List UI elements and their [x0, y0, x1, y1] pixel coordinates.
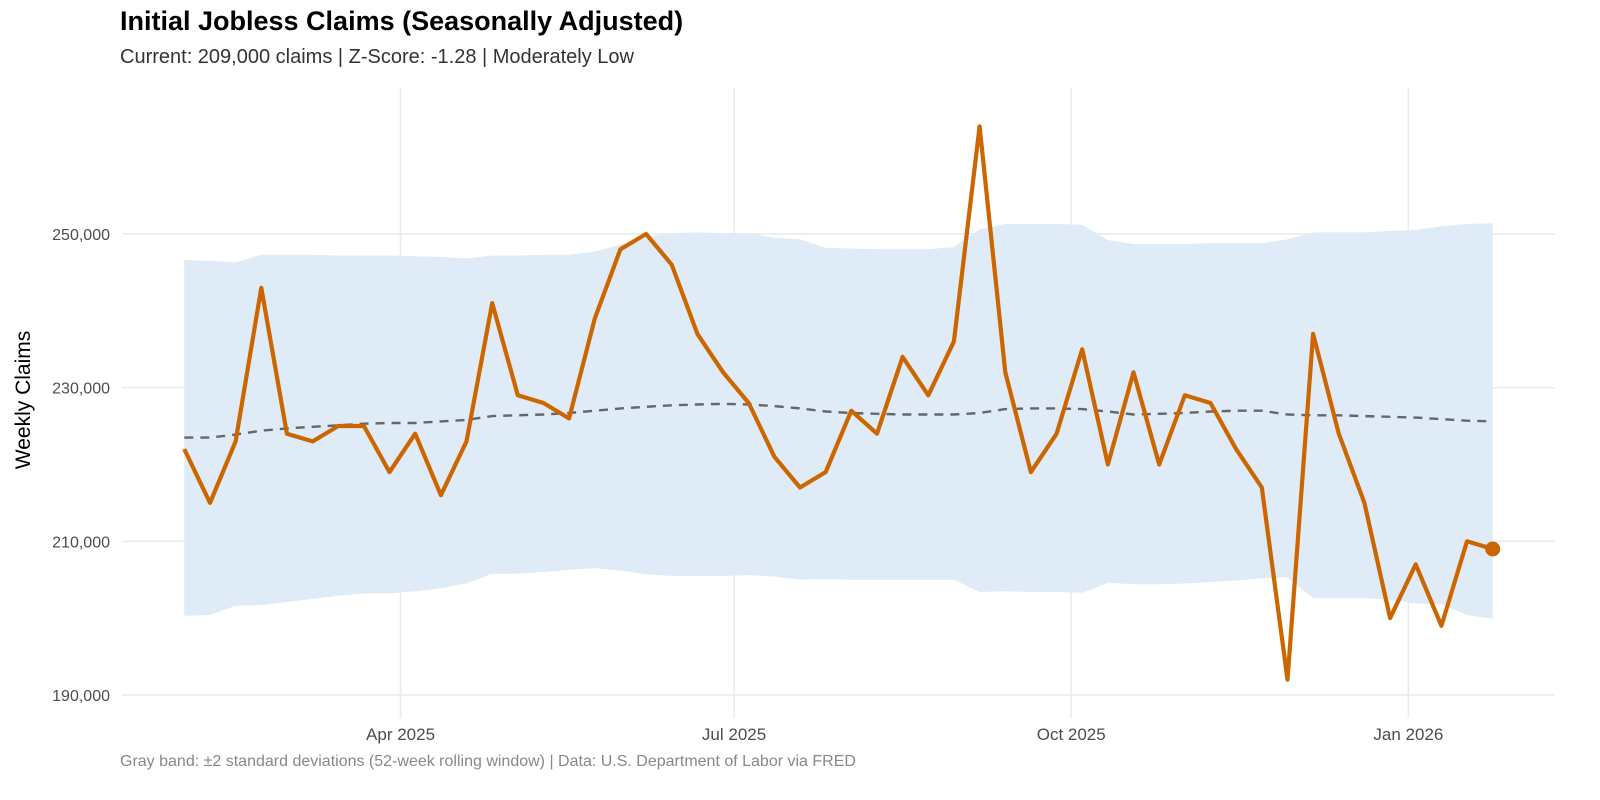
y-axis-ticks: 190,000 210,000 230,000 250,000	[52, 227, 110, 705]
chart-subtitle: Current: 209,000 claims | Z-Score: -1.28…	[120, 46, 634, 68]
chart-caption: Gray band: ±2 standard deviations (52-we…	[120, 753, 856, 770]
rolling-mean-line	[184, 402, 1493, 439]
x-tick-label: Jan 2026	[1373, 725, 1443, 744]
std-band	[184, 223, 1493, 619]
x-tick-label: Jul 2025	[702, 725, 766, 744]
y-tick-label: 230,000	[52, 381, 110, 398]
current-point-marker	[1485, 541, 1501, 557]
x-tick-label: Oct 2025	[1037, 725, 1106, 744]
rolling-mean	[184, 402, 1493, 439]
claims-line	[182, 124, 1494, 682]
y-tick-label: 210,000	[52, 534, 110, 551]
y-tick-label: 190,000	[52, 688, 110, 705]
std-band-area	[184, 223, 1493, 619]
claims-series	[182, 124, 1501, 682]
x-axis-ticks: Apr 2025 Jul 2025 Oct 2025 Jan 2026	[366, 725, 1443, 744]
x-tick-label: Apr 2025	[366, 725, 435, 744]
y-tick-label: 250,000	[52, 227, 110, 244]
y-axis-label: Weekly Claims	[12, 331, 35, 469]
chart-title: Initial Jobless Claims (Seasonally Adjus…	[120, 6, 684, 36]
